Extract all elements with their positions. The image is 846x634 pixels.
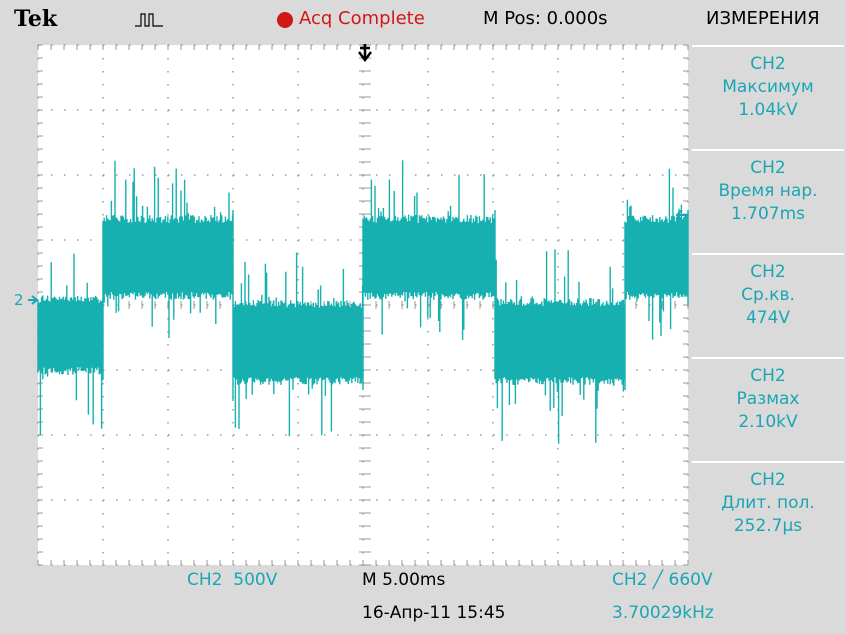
measurement-value: 252.7µs xyxy=(692,515,844,538)
measurement-value: 474V xyxy=(692,307,844,330)
measurement-value: 1.04kV xyxy=(692,99,844,122)
acquisition-mode-icon xyxy=(135,14,163,26)
measurement-name: Время нар. xyxy=(692,180,844,203)
measurement-channel: CH2 xyxy=(692,53,844,76)
channel-scale: CH2 500V xyxy=(187,570,277,590)
frequency: 3.70029kHz xyxy=(612,603,714,623)
measurement-value: 2.10kV xyxy=(692,411,844,434)
measurement-channel: CH2 xyxy=(692,157,844,180)
measurement-channel: CH2 xyxy=(692,365,844,388)
brand: Tek xyxy=(14,6,57,32)
measurement-name: Максимум xyxy=(692,76,844,99)
channel-marker: 2 xyxy=(14,290,24,310)
measurement-name: Длит. пол. xyxy=(692,492,844,515)
channel-ground-marker xyxy=(28,296,37,304)
menu-title: ИЗМЕРЕНИЯ xyxy=(706,9,820,29)
acq-status: Acq Complete xyxy=(299,9,425,29)
horizontal-position: M Pos: 0.000s xyxy=(483,9,608,29)
measurement-name: Размах xyxy=(692,388,844,411)
oscilloscope-screen: Tek Acq Complete M Pos: 0.000s ИЗМЕРЕНИЯ… xyxy=(0,0,846,634)
measurement-value: 1.707ms xyxy=(692,203,844,226)
measurement-channel: CH2 xyxy=(692,469,844,492)
date-time: 16-Апр-11 15:45 xyxy=(362,603,505,623)
trigger-setting: CH2 ╱ 660V xyxy=(612,570,713,590)
acq-indicator xyxy=(277,12,293,28)
measurement-channel: CH2 xyxy=(692,261,844,284)
timebase: M 5.00ms xyxy=(362,570,445,590)
measurement-name: Ср.кв. xyxy=(692,284,844,307)
